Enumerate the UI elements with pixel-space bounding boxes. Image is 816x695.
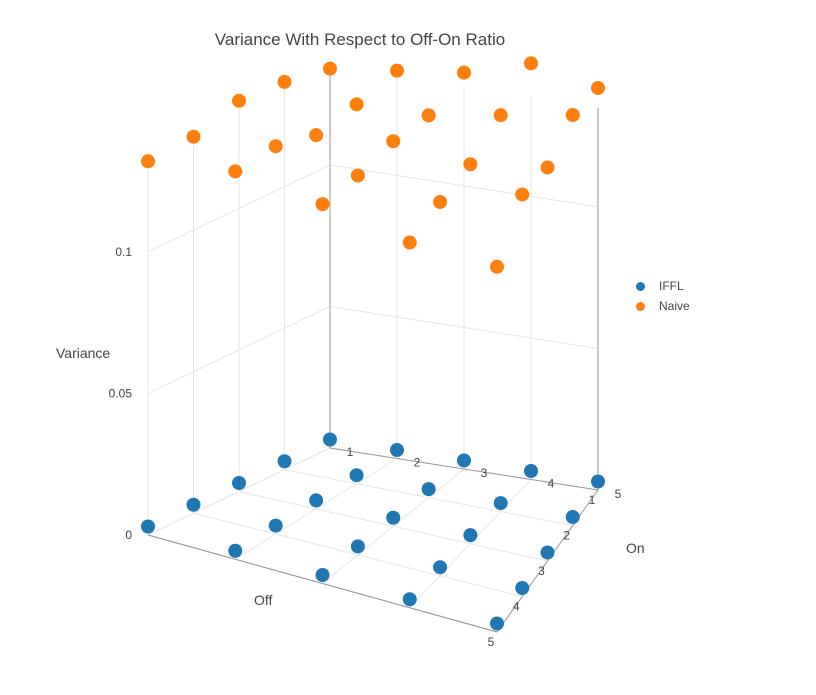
- iffl-point-15[interactable]: [186, 497, 201, 512]
- naive-point-23[interactable]: [402, 235, 417, 250]
- naive-point-22[interactable]: [315, 197, 330, 212]
- naive-point-18[interactable]: [433, 194, 448, 209]
- sidewall-zgrid-1: [147, 305, 331, 394]
- x-axis-title: Off: [254, 592, 273, 608]
- tick-layer: 1 2 3 4 5 1 2 3 4 5 0 0.05 0.1: [109, 245, 622, 649]
- iffl-point-21[interactable]: [228, 543, 243, 558]
- iffl-point-8[interactable]: [493, 496, 508, 511]
- y-tick-label: 1: [347, 445, 354, 459]
- legend-marker-iffl: [636, 281, 645, 291]
- naive-point-13[interactable]: [463, 157, 478, 172]
- frame-edge-on-axis: [496, 489, 599, 633]
- naive-point-12[interactable]: [386, 134, 401, 149]
- iffl-point-9[interactable]: [565, 510, 580, 525]
- z-axis-title: Variance: [56, 345, 110, 361]
- iffl-point-19[interactable]: [515, 581, 530, 596]
- naive-point-0[interactable]: [323, 61, 337, 76]
- naive-point-3[interactable]: [524, 56, 538, 71]
- naive-point-9[interactable]: [565, 107, 580, 122]
- iffl-point-16[interactable]: [268, 518, 283, 533]
- naive-point-4[interactable]: [591, 80, 605, 95]
- backwall-zgrid-2: [329, 164, 599, 208]
- iffl-point-6[interactable]: [349, 468, 364, 483]
- iffl-point-23[interactable]: [402, 592, 417, 607]
- iffl-point-22[interactable]: [315, 568, 330, 583]
- frame-edge-back-floor: [329, 447, 599, 491]
- y-tick-label: 2: [414, 456, 421, 470]
- naive-point-20[interactable]: [141, 154, 155, 169]
- z-tick-label: 0.1: [115, 245, 132, 259]
- legend-item-naive[interactable]: Naive: [636, 296, 690, 316]
- naive-point-11[interactable]: [309, 128, 324, 143]
- naive-point-5[interactable]: [277, 74, 292, 89]
- grid-layer: [147, 65, 599, 633]
- iffl-point-17[interactable]: [350, 539, 365, 554]
- naive-point-19[interactable]: [515, 187, 530, 202]
- chart-title: Variance With Respect to Off-On Ratio: [214, 30, 506, 49]
- naive-point-15[interactable]: [186, 129, 201, 144]
- floor-grid-off-2: [284, 469, 573, 526]
- naive-point-8[interactable]: [493, 108, 508, 123]
- naive-point-16[interactable]: [268, 139, 283, 154]
- naive-point-10[interactable]: [232, 93, 246, 108]
- x-tick-label: 3: [538, 564, 545, 578]
- legend: IFFL Naive: [636, 276, 690, 316]
- z-tick-label: 0: [125, 528, 132, 542]
- iffl-point-0[interactable]: [323, 432, 337, 447]
- x-tick-label: 2: [563, 529, 570, 543]
- x-tick-label: 1: [589, 493, 596, 507]
- iffl-point-18[interactable]: [433, 560, 448, 575]
- sidewall-zgrid-0: [147, 447, 331, 536]
- legend-label-naive: Naive: [659, 299, 690, 313]
- sidewall-zgrid-2: [147, 164, 331, 253]
- naive-point-2[interactable]: [457, 65, 471, 80]
- frame-edge-off-axis: [147, 534, 498, 633]
- iffl-point-4[interactable]: [591, 474, 605, 489]
- iffl-point-13[interactable]: [463, 528, 478, 543]
- naive-point-21[interactable]: [228, 164, 243, 179]
- floor-grid-off-3: [238, 491, 548, 562]
- iffl-point-7[interactable]: [421, 482, 436, 497]
- legend-item-ifff[interactable]: IFFL: [636, 276, 690, 296]
- legend-marker-naive: [636, 301, 645, 311]
- naive-point-1[interactable]: [390, 63, 404, 78]
- naive-point-24[interactable]: [490, 259, 504, 274]
- iffl-point-12[interactable]: [386, 510, 401, 525]
- z-tick-label: 0.05: [109, 386, 133, 400]
- naive-point-17[interactable]: [350, 168, 365, 183]
- iffl-point-14[interactable]: [540, 545, 555, 560]
- floor-grid-off-4: [193, 512, 523, 597]
- iffl-point-24[interactable]: [490, 616, 504, 631]
- iffl-point-2[interactable]: [457, 453, 471, 468]
- point-layer: [141, 56, 605, 631]
- naive-point-6[interactable]: [349, 97, 364, 112]
- naive-point-14[interactable]: [540, 160, 555, 175]
- iffl-point-5[interactable]: [277, 454, 292, 469]
- iffl-point-20[interactable]: [141, 519, 155, 534]
- x-tick-label: 5: [488, 635, 495, 649]
- y-axis-title: On: [626, 540, 645, 556]
- y-tick-label: 3: [481, 466, 488, 480]
- y-tick-label: 4: [548, 477, 555, 491]
- iffl-point-3[interactable]: [524, 464, 538, 479]
- iffl-point-10[interactable]: [232, 476, 246, 491]
- backwall-zgrid-1: [329, 305, 599, 349]
- x-tick-label: 4: [513, 600, 520, 614]
- iffl-point-11[interactable]: [309, 493, 324, 508]
- legend-label-iffl: IFFL: [659, 279, 684, 293]
- y-tick-label: 5: [615, 487, 622, 501]
- iffl-point-1[interactable]: [390, 443, 404, 458]
- naive-point-7[interactable]: [421, 108, 436, 123]
